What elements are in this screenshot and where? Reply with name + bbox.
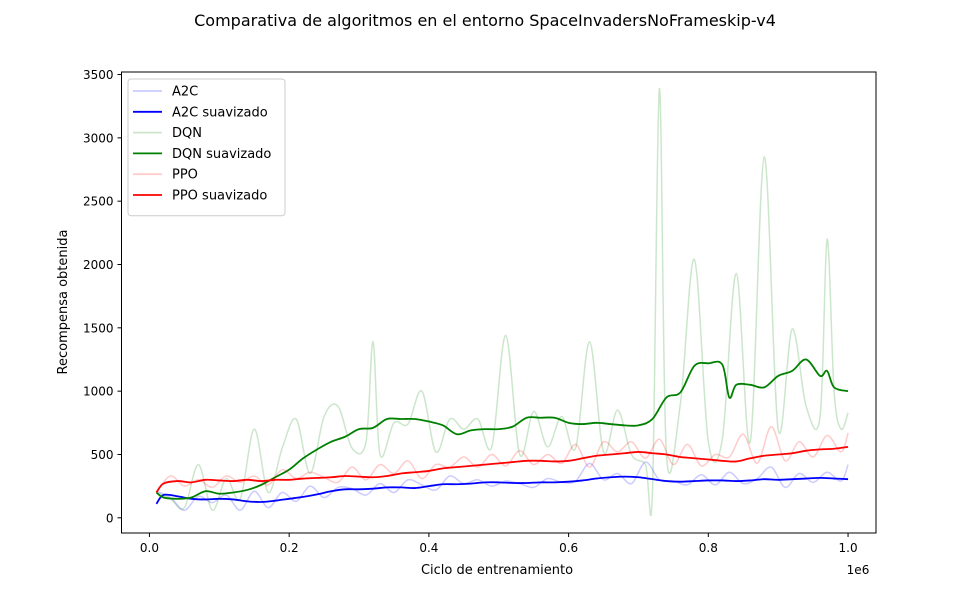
legend: A2C A2C suavizado DQN DQN suavizado PPO PPO s… [127, 78, 286, 217]
x-axis: 0.0 0.2 0.4 0.6 0.8 1.0 [140, 533, 858, 555]
y-tick-label: 2000 [83, 258, 114, 272]
plot-area [121, 71, 877, 534]
x-tick-label: 0.8 [699, 541, 718, 555]
legend-entry: PPO [172, 168, 198, 183]
legend-entry: PPO suavizado [172, 189, 267, 204]
legend-entry: DQN [172, 126, 202, 141]
series-line-ppo-suavizado [155, 445, 849, 494]
y-axis: 0 500 1000 1500 2000 2500 3000 3500 [83, 68, 122, 525]
series-line-ppo [155, 425, 849, 493]
y-tick-label: 500 [91, 448, 114, 462]
series-layer [155, 87, 849, 516]
chart-title: Comparativa de algoritmos en el entorno … [194, 11, 776, 30]
legend-entry: A2C [172, 85, 198, 100]
y-axis-label: Recompensa obtenida [56, 230, 71, 375]
legend-entry: DQN suavizado [172, 147, 271, 162]
x-tick-label: 0.4 [419, 541, 438, 555]
series-line-dqn [156, 87, 849, 516]
x-tick-label: 0.6 [559, 541, 578, 555]
x-tick-label: 0.2 [280, 541, 299, 555]
legend-entry: A2C suavizado [172, 105, 268, 120]
y-tick-label: 3500 [83, 68, 114, 82]
x-axis-offset-label: 1e6 [847, 563, 870, 577]
series-line-a2c-suavizado [155, 475, 849, 505]
y-tick-label: 0 [106, 511, 114, 525]
x-tick-label: 1.0 [839, 541, 858, 555]
y-tick-label: 1000 [83, 385, 114, 399]
legend-box [127, 78, 286, 217]
y-tick-label: 3000 [83, 131, 114, 145]
x-tick-label: 0.0 [140, 541, 159, 555]
y-tick-label: 1500 [83, 321, 114, 335]
x-axis-label: Ciclo de entrenamiento [421, 563, 573, 578]
y-tick-label: 2500 [83, 195, 114, 209]
